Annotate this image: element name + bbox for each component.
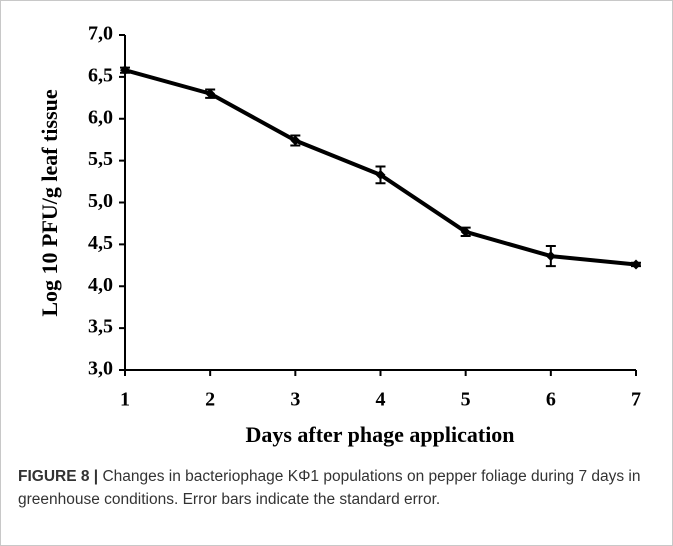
data-point [205, 88, 216, 99]
y-tick-label: 3,0 [88, 358, 113, 380]
x-tick-label: 5 [461, 389, 471, 411]
data-point [545, 251, 556, 262]
x-axis-title: Days after phage application [245, 422, 514, 447]
x-tick-label: 2 [205, 389, 215, 411]
y-tick-label: 7,0 [88, 23, 113, 45]
data-point [631, 259, 641, 270]
y-tick-label: 3,5 [88, 316, 113, 338]
caption: FIGURE 8 | Changes in bacteriophage KΦ1 … [18, 465, 658, 511]
chart: Log 10 PFU/g leaf tissue Days after phag… [37, 23, 641, 447]
y-tick-label: 6,5 [88, 64, 113, 86]
data-point [460, 226, 471, 237]
y-axis-title: Log 10 PFU/g leaf tissue [37, 89, 62, 317]
y-tick-label: 5,5 [88, 148, 113, 170]
data-point [120, 65, 130, 76]
y-tick-label: 6,0 [88, 106, 113, 128]
x-tick-label: 7 [631, 389, 641, 411]
x-tick-label: 1 [120, 389, 130, 411]
caption-text: Changes in bacteriophage KΦ1 populations… [18, 468, 641, 508]
x-tick-label: 6 [546, 389, 556, 411]
caption-label: FIGURE 8 | [18, 468, 99, 485]
data-point [290, 135, 301, 146]
y-tick-label: 5,0 [88, 190, 113, 212]
data-point [375, 169, 386, 180]
x-tick-label: 4 [376, 389, 386, 411]
y-tick-label: 4,5 [88, 232, 113, 254]
x-tick-label: 3 [290, 389, 300, 411]
y-tick-label: 4,0 [88, 274, 113, 296]
